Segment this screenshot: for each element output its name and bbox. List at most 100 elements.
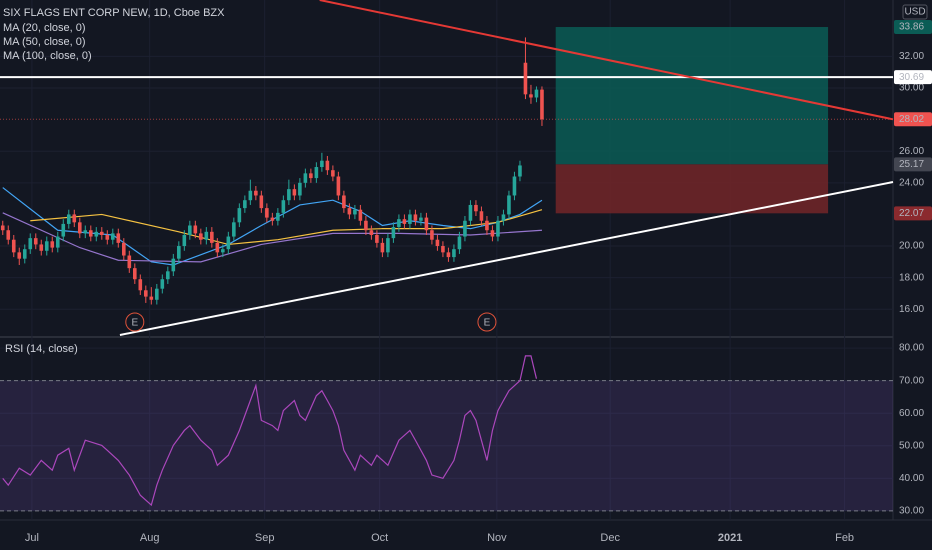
candle-body [408,214,412,224]
candle-body [534,89,539,98]
x-tick-label: Aug [140,532,160,544]
candle-body [270,217,275,221]
candle-body [171,258,176,272]
entry-label: 25.17 [899,159,924,170]
candle-body [94,231,99,237]
earnings-label: E [131,318,138,329]
candle-body [105,234,110,240]
candle-body [457,236,462,250]
candle-body [435,239,440,247]
candle-body [375,234,379,243]
candle-body [430,230,434,240]
candle-body [364,220,368,231]
candle-body [292,189,297,196]
candle-body [419,217,423,221]
candle-body [232,222,236,237]
candle-body [386,238,390,253]
trend-line [119,181,894,336]
moving-average [2,187,543,266]
candle-body [281,200,286,213]
candle-body [314,167,319,179]
candle-body [99,231,104,235]
legend-entry: MA (20, close, 0) [3,22,86,34]
candle-body [446,252,451,258]
candle-body [55,236,60,248]
candle-body [0,225,5,231]
candle-body [523,62,528,95]
candle-body [529,94,533,98]
legend-entry: MA (100, close, 0) [3,50,92,62]
candle-body [265,208,269,218]
candle-body [298,182,302,196]
candle-body [116,233,121,243]
rsi-band [0,380,893,511]
candle-body [50,241,55,248]
profit-zone [555,27,829,165]
candle-body [83,230,88,234]
candle-body [72,214,77,223]
candle-body [127,255,132,269]
candle-body [66,214,71,224]
candle-body [424,217,429,231]
rsi-tick-label: 40.00 [899,473,924,484]
level-label-bg [894,70,932,85]
x-tick-label: Nov [487,532,507,544]
candle-body [441,246,445,253]
stop-label-bg [894,206,932,221]
candle-body [17,252,22,259]
moving-average [2,212,543,263]
candle-body [397,219,401,228]
last-price-label: 28.02 [899,114,924,125]
candle-body [276,212,280,221]
earnings-marker [477,312,497,332]
y-tick-label: 26.00 [899,146,924,157]
candle-body [336,176,341,196]
candle-body [160,279,165,289]
candle-body [254,190,258,196]
candle-body [259,195,264,209]
candle-body [485,220,489,231]
rsi-tick-label: 30.00 [899,506,924,517]
currency-box [902,4,928,20]
candle-body [501,214,506,221]
candle-body [496,220,500,237]
candle-body [518,165,522,177]
candle-body [320,160,324,168]
entry-label-bg [894,157,932,172]
rsi-tick-label: 70.00 [899,375,924,386]
candle-body [353,209,357,215]
x-tick-label: Dec [600,532,620,544]
candle-body [490,230,495,237]
x-tick-label: Oct [371,532,388,544]
candle-body [22,249,27,259]
legend-entry: MA (50, close, 0) [3,36,86,48]
candle-body [61,223,66,237]
x-tick-label: Feb [835,532,854,544]
candle-body [468,204,473,221]
candle-body [540,89,544,120]
candle-body [358,209,363,221]
candle-body [182,234,187,247]
candle-body [210,231,214,243]
candle-body [155,288,159,300]
candle-body [133,268,137,280]
candle-body [237,208,242,223]
candle-body [44,241,49,251]
candle-body [39,244,44,251]
candle-body [188,225,192,235]
candle-body [309,173,313,179]
rsi-tick-label: 80.00 [899,343,924,354]
candle-body [402,219,407,224]
y-tick-label: 32.00 [899,51,924,62]
candle-body [347,208,352,215]
candle-body [110,233,115,240]
target-label-bg [894,20,932,35]
x-tick-label: Jul [25,532,39,544]
candle-body [215,242,220,253]
candle-body [331,170,335,177]
candle-body [88,230,93,237]
candle-body [463,220,467,237]
candle-body [380,242,385,253]
